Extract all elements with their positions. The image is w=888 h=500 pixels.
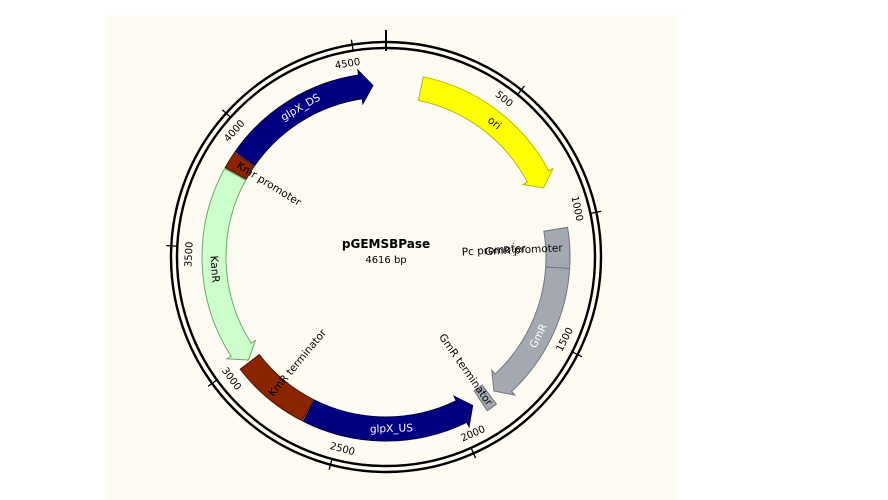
marker-pc-promoter: [512, 242, 515, 257]
feature-layer: [201, 68, 571, 442]
plasmid-name: pGEMSBPase: [342, 237, 430, 251]
plasmid-backbone: [169, 30, 603, 474]
feature-gmr[interactable]: [491, 266, 571, 396]
tick-2500: [328, 459, 333, 470]
label-pc-promoter: Pc promoter: [461, 243, 526, 259]
tick-1500: [572, 351, 583, 358]
feature-kmr-promoter[interactable]: [224, 151, 255, 180]
feature-glpx-ds[interactable]: [234, 68, 374, 167]
feature-kmr-terminator[interactable]: [239, 353, 314, 422]
feature-glpx-us[interactable]: [302, 395, 474, 442]
feature-ori[interactable]: [417, 76, 555, 189]
label-glpx-us: glpX_US: [370, 422, 414, 435]
tick-4500: [350, 39, 354, 50]
feature-kanr[interactable]: [201, 167, 257, 361]
label-gmr-promoter: GmR promoter: [485, 242, 564, 258]
tick-label-4500: 4500: [334, 57, 361, 72]
tick-label-1000: 1000: [568, 195, 584, 222]
tick-3500: [166, 244, 177, 247]
plasmid-size: 4616 bp: [365, 255, 406, 266]
tick-500: [517, 85, 525, 95]
tick-label-500: 500: [493, 89, 515, 110]
plasmid-map-panel: 500 1000 1500 2000 2500 3000 3500 4000 4500 ori G…: [105, 15, 676, 500]
label-kmr-terminator: KmR terminator: [266, 327, 329, 399]
label-kmr-promoter: Kmr promoter: [234, 160, 303, 209]
tick-4000: [221, 109, 231, 118]
tick-2000: [470, 448, 477, 459]
tick-1000: [591, 210, 602, 214]
label-gmr-terminator: GmR terminator: [436, 332, 495, 409]
feature-gmr-terminator[interactable]: [473, 384, 498, 412]
tick-label-3500: 3500: [183, 241, 195, 267]
tick-3000: [207, 380, 217, 387]
tick-label-2500: 2500: [329, 441, 356, 458]
label-kanr: KanR: [207, 255, 221, 283]
